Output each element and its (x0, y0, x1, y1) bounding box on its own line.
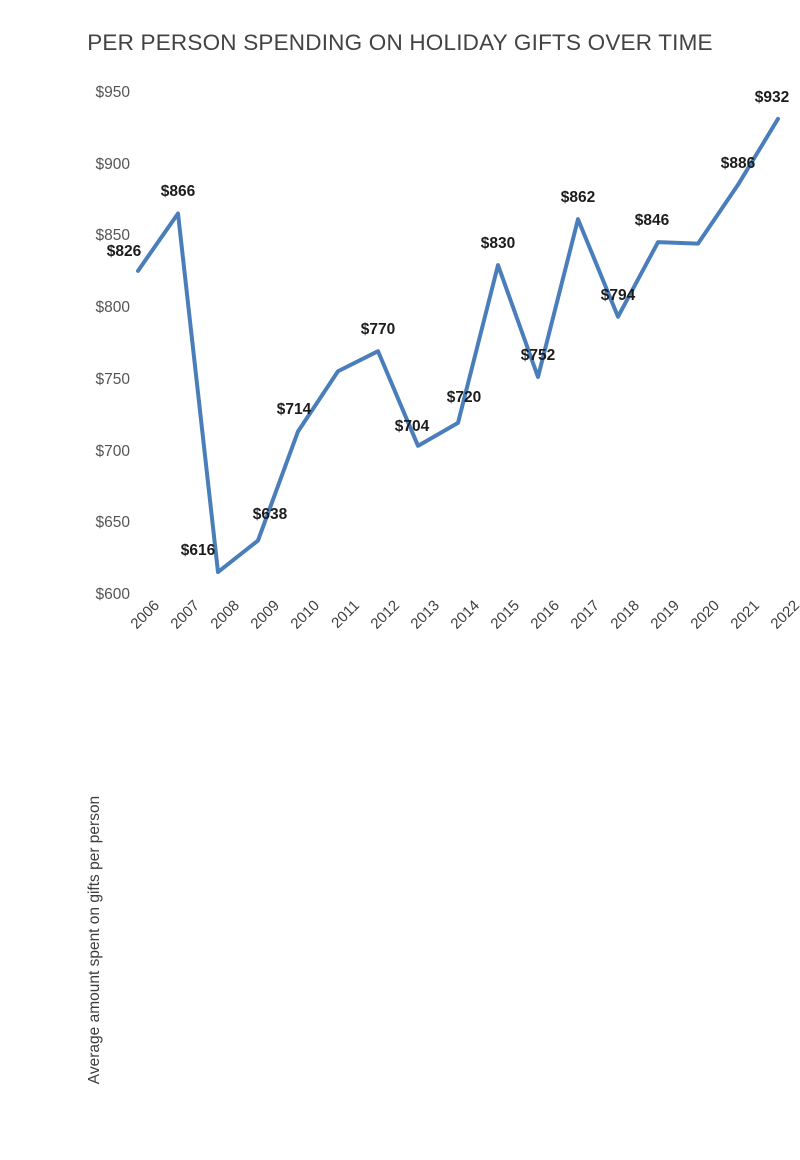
chart-container: PER PERSON SPENDING ON HOLIDAY GIFTS OVE… (72, 30, 800, 1084)
data-label-2018: $794 (600, 286, 636, 304)
x-axis-tick-2016: 2016 (527, 597, 564, 633)
x-axis-tick-2018: 2018 (607, 597, 644, 633)
x-axis-tick-2014: 2014 (447, 597, 484, 633)
x-axis-tick-2021: 2021 (727, 597, 764, 633)
y-axis-tick-850: $850 (95, 227, 130, 245)
x-axis-tick-2020: 2020 (687, 597, 724, 633)
data-label-2010: $714 (276, 401, 312, 419)
x-axis-tick-2011: 2011 (328, 597, 364, 632)
y-axis-title: Average amount spent on gifts per person (86, 795, 103, 1085)
x-axis-tick-2013: 2013 (407, 597, 444, 633)
x-axis-tick-2010: 2010 (287, 597, 324, 633)
y-axis-tick-800: $800 (95, 299, 130, 317)
data-label-2013: $704 (394, 417, 430, 435)
x-axis-tick-2015: 2015 (487, 597, 524, 633)
data-label-2019: $846 (634, 212, 670, 230)
y-axis-tick-700: $700 (95, 442, 130, 460)
data-label-2021: $886 (720, 154, 756, 172)
data-label-2006: $826 (106, 242, 142, 260)
x-axis-tick-2007: 2007 (167, 597, 204, 633)
data-label-2017: $862 (560, 189, 596, 207)
line-series (136, 116, 780, 575)
data-label-2016: $752 (520, 346, 556, 364)
data-label-2012: $770 (360, 321, 396, 339)
x-axis-tick-2006: 2006 (127, 597, 164, 633)
y-axis-tick-650: $650 (95, 514, 130, 532)
plot-area: $826 $866 $616 $638 $714 $770 $704 $720 $830 $752… (107, 89, 789, 595)
data-label-2014: $720 (446, 388, 482, 406)
y-axis-tick-750: $750 (95, 370, 130, 388)
data-label-2022: $932 (754, 88, 790, 106)
y-axis-tick-900: $900 (95, 155, 130, 173)
x-axis-tick-2017: 2017 (567, 597, 604, 633)
series-line (136, 116, 780, 575)
x-axis-tick-2022: 2022 (767, 597, 800, 633)
x-axis-tick-2012: 2012 (367, 597, 404, 633)
x-axis-tick-2008: 2008 (207, 597, 244, 633)
x-axis-tick-2009: 2009 (247, 597, 284, 633)
y-axis-tick-950: $950 (95, 84, 130, 101)
x-axis-tick-2019: 2019 (647, 597, 684, 633)
x-axis-tick-labels: 2006 2007 2008 2009 2010 2011 2012 2013 2014 2015… (127, 597, 800, 677)
data-label-2015: $830 (480, 235, 516, 253)
data-label-2009: $638 (252, 506, 288, 524)
data-label-2007: $866 (160, 183, 196, 201)
data-label-2008: $616 (180, 542, 216, 560)
y-axis-tick-labels: $600 $650 $700 $750 $800 $850 $900 $950 (72, 84, 130, 603)
y-axis-tick-600: $600 (95, 586, 130, 603)
chart-title: PER PERSON SPENDING ON HOLIDAY GIFTS OVE… (87, 30, 713, 55)
